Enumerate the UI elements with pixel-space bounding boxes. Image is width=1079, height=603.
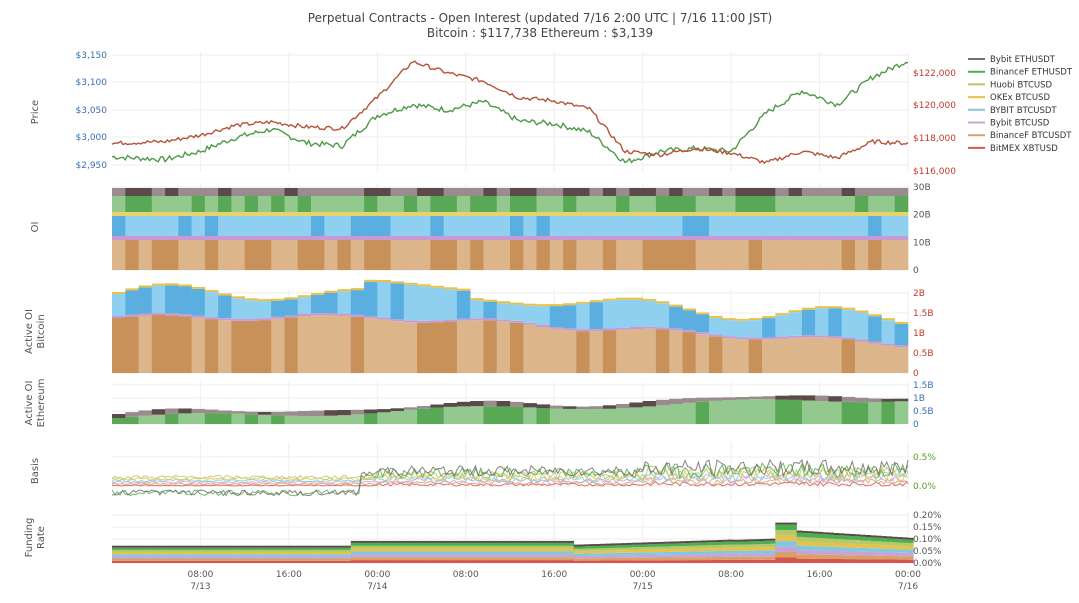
x-axis: 08:00 7/13 16:00 00:00 7/14 08:00 16:00 00:00 7/… [187, 570, 921, 592]
panel-label: Rate [36, 526, 47, 549]
x-tick-label: 00:00 [364, 570, 390, 580]
y-tick-label: $120,000 [913, 101, 956, 111]
legend-item: BYBIT BTCUSDT [990, 106, 1057, 116]
panel-label: Funding [24, 518, 35, 558]
y-tick-label: $118,000 [913, 134, 956, 144]
y-tick-label: 0 [913, 266, 919, 276]
eth-price-line [111, 61, 909, 164]
legend-item: Huobi BTCUSD [990, 80, 1053, 90]
y-tick-label: 0.5% [913, 453, 936, 463]
y-tick-label: 0.5B [913, 349, 934, 359]
panel-label: Bitcoin [36, 314, 47, 348]
x-tick-label: 16:00 [807, 570, 833, 580]
y-tick-label-left: $3,150 [76, 51, 108, 61]
panel-label: Price [30, 100, 41, 124]
x-tick-label: 16:00 [541, 570, 567, 580]
y-tick-label: 0.05% [913, 547, 942, 557]
y-tick-label-left: $3,050 [76, 106, 108, 116]
y-tick-label: 0.20% [913, 511, 942, 521]
basis-lines [111, 458, 909, 497]
y-tick-label-left: $2,950 [76, 161, 108, 171]
y-tick-label: 0.10% [913, 535, 942, 545]
y-tick-label: 0 [913, 420, 919, 430]
y-tick-label: 1B [913, 394, 925, 404]
y-tick-label: 0.15% [913, 523, 942, 533]
y-tick-label: $122,000 [913, 69, 956, 79]
legend-item: Bybit ETHUSDT [990, 55, 1056, 65]
y-tick-label: 10B [913, 238, 931, 248]
chart-subtitle: Bitcoin : $117,738 Ethereum : $3,139 [427, 26, 653, 40]
legend: Bybit ETHUSDT BinanceF ETHUSDT Huobi BTCUS… [968, 55, 1073, 154]
y-tick-label: 1B [913, 329, 925, 339]
panel-label: Active OI [24, 309, 35, 354]
btc-price-line [111, 60, 909, 165]
panel-label: Basis [30, 458, 41, 484]
panel-label: Ethereum [36, 379, 47, 428]
x-tick-label: 08:00 [718, 570, 744, 580]
legend-item: BitMEX XBTUSD [990, 144, 1058, 154]
y-tick-label: 1.5B [913, 309, 934, 319]
y-tick-label: 0.0% [913, 482, 936, 492]
legend-item: OKEx BTCUSD [990, 93, 1050, 103]
panel-label: Active OI [24, 381, 35, 426]
y-tick-label: 0.00% [913, 559, 942, 569]
y-tick-label: 30B [913, 183, 931, 193]
y-tick-label: 0.5B [913, 407, 934, 417]
x-tick-date: 7/16 [898, 582, 918, 592]
legend-item: BinanceF BTCUSDT [990, 131, 1072, 141]
active-eth-stack [112, 395, 909, 424]
funding-stack [112, 522, 914, 563]
chart-title: Perpetual Contracts - Open Interest (upd… [308, 11, 772, 25]
y-tick-label-left: $3,100 [76, 78, 108, 88]
x-tick-label: 00:00 [895, 570, 921, 580]
y-tick-label: 0 [913, 369, 919, 379]
y-tick-label-left: $3,000 [76, 133, 108, 143]
panel-price: Price $122,000 $120,000 $118,000 $116,000 $3,… [30, 51, 956, 177]
panel-label: OI [30, 222, 41, 233]
y-tick-label: $116,000 [913, 167, 956, 177]
legend-item: BinanceF ETHUSDT [990, 68, 1073, 78]
active-btc-stack [112, 279, 909, 373]
x-tick-label: 16:00 [276, 570, 302, 580]
legend-item: Bybit BTCUSD [990, 119, 1050, 129]
y-tick-label: 2B [913, 289, 925, 299]
x-tick-label: 08:00 [187, 570, 213, 580]
x-tick-label: 00:00 [630, 570, 656, 580]
oi-stack [112, 188, 909, 270]
x-tick-label: 08:00 [453, 570, 479, 580]
y-tick-label: 1.5B [913, 381, 934, 391]
y-tick-label: 20B [913, 211, 931, 221]
x-tick-date: 7/13 [190, 582, 210, 592]
x-tick-date: 7/14 [367, 582, 387, 592]
x-tick-date: 7/15 [633, 582, 653, 592]
